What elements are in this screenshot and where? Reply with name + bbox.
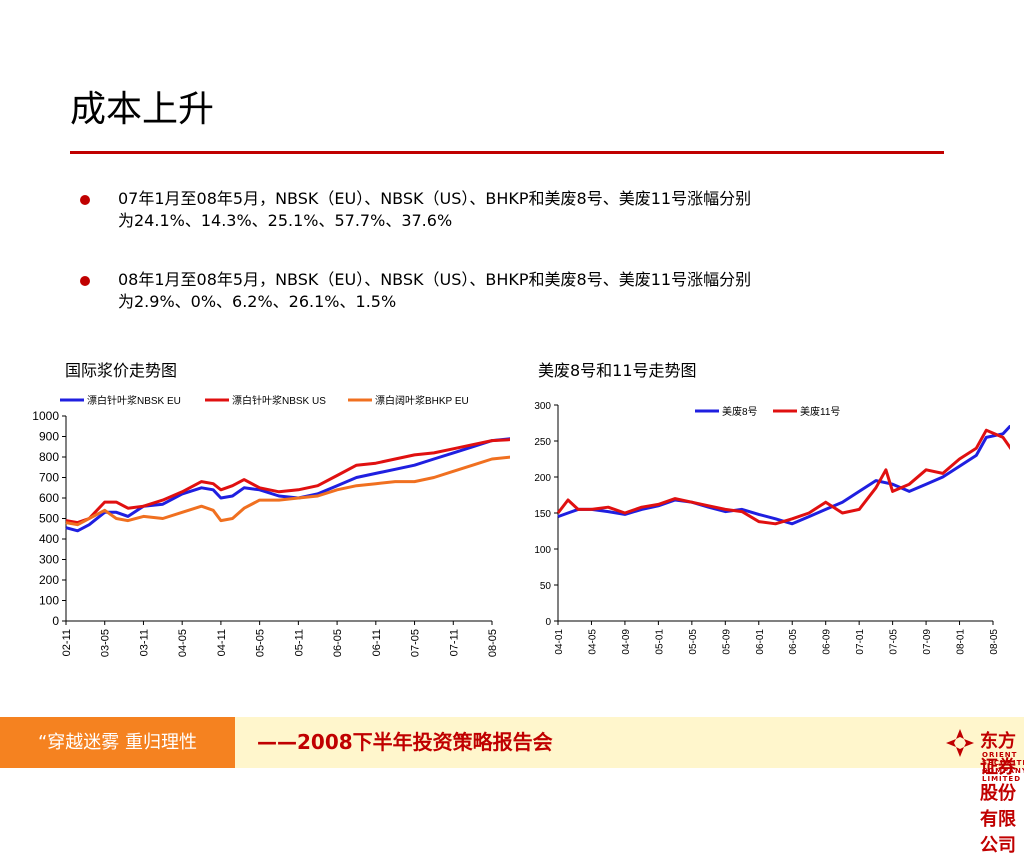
- x-tick-label: 05-09: [721, 629, 732, 655]
- x-tick-label: 07-09: [922, 629, 933, 655]
- y-tick-label: 50: [540, 581, 552, 592]
- x-tick-label: 04-05: [177, 629, 189, 657]
- x-tick-label: 05-05: [688, 629, 699, 655]
- x-tick-label: 08-05: [989, 629, 1000, 655]
- x-tick-label: 08-01: [956, 629, 967, 655]
- bullet-list: 07年1月至08年5月，NBSK（EU）、NBSK（US）、BHKP和美废8号、…: [80, 188, 940, 350]
- x-tick-label: 03-05: [100, 629, 112, 657]
- bullet-dot: [80, 276, 90, 286]
- page-title: 成本上升: [70, 89, 215, 130]
- footer: “穿越迷雾 重归理性 ——2008下半年投资策略报告会 东方证券股份有限公司 O…: [0, 717, 1024, 856]
- x-tick-label: 06-05: [332, 629, 344, 657]
- pulp-price-chart: 0 100 200 300 400 500 600 700 800 900 1000 02-11 03-…: [32, 394, 510, 657]
- x-tick-label: 06-09: [822, 629, 833, 655]
- y-tick-label: 0: [52, 614, 59, 628]
- y-tick-label: 100: [39, 594, 59, 608]
- y-tick-label: 700: [39, 471, 59, 485]
- x-tick-label: 07-05: [410, 629, 422, 657]
- waste-paper-chart: 0 50 100 150 200 250 300 04-01 04-05 04-09 05-01 05…: [534, 401, 1010, 655]
- x-tick-label: 02-11: [61, 629, 73, 656]
- bullet-text-line: 为24.1%、14.3%、25.1%、57.7%、37.6%: [118, 211, 453, 230]
- y-tick-label: 1000: [32, 409, 59, 423]
- y-tick-label: 300: [534, 401, 551, 412]
- x-tick-label: 06-05: [788, 629, 799, 655]
- company-logo-icon: [946, 729, 974, 757]
- y-tick-label: 150: [534, 509, 551, 520]
- bullet-text-line: 为2.9%、0%、6.2%、26.1%、1.5%: [118, 292, 397, 311]
- footer-slogan: “穿越迷雾 重归理性: [0, 717, 235, 768]
- x-tick-label: 04-11: [216, 629, 228, 656]
- bullet-text-line: 08年1月至08年5月，NBSK（EU）、NBSK（US）、BHKP和美废8号、…: [118, 270, 752, 289]
- footer-banner: ——2008下半年投资策略报告会 东方证券股份有限公司 ORIENT SECUR…: [235, 717, 1024, 856]
- legend-label: 漂白针叶浆NBSK US: [232, 394, 326, 407]
- x-tick-label: 06-11: [371, 629, 383, 656]
- y-tick-label: 300: [39, 553, 59, 567]
- bullet-item: 07年1月至08年5月，NBSK（EU）、NBSK（US）、BHKP和美废8号、…: [80, 188, 940, 232]
- series-line: [65, 437, 510, 533]
- y-tick-label: 500: [39, 512, 59, 526]
- x-tick-label: 05-05: [255, 629, 267, 657]
- bullet-dot: [80, 195, 90, 205]
- bullet-item: 08年1月至08年5月，NBSK（EU）、NBSK（US）、BHKP和美废8号、…: [80, 269, 940, 313]
- title-divider: [70, 151, 944, 154]
- x-tick-label: 04-05: [587, 629, 598, 655]
- y-tick-label: 400: [39, 532, 59, 546]
- company-name-en: ORIENT SECURITIES COMPANY LIMITED: [982, 751, 1024, 783]
- y-tick-label: 900: [39, 430, 59, 444]
- y-tick-label: 200: [39, 573, 59, 587]
- y-tick-label: 0: [545, 617, 551, 628]
- series-line: [556, 428, 1010, 526]
- x-tick-label: 07-01: [855, 629, 866, 655]
- y-tick-label: 600: [39, 491, 59, 505]
- bullet-text-line: 07年1月至08年5月，NBSK（EU）、NBSK（US）、BHKP和美废8号、…: [118, 189, 752, 208]
- x-tick-label: 07-05: [889, 629, 900, 655]
- x-tick-label: 04-09: [621, 629, 632, 655]
- x-tick-label: 08-05: [487, 629, 499, 657]
- x-tick-label: 03-11: [138, 629, 150, 656]
- legend-label: 美废8号: [722, 405, 758, 418]
- x-tick-label: 07-11: [448, 629, 460, 656]
- x-tick-label: 06-01: [755, 629, 766, 655]
- left-chart-title: 国际浆价走势图: [65, 361, 178, 380]
- series-line: [65, 438, 510, 525]
- legend-label: 美废11号: [800, 405, 840, 418]
- footer-report-title: ——2008下半年投资策略报告会: [257, 730, 553, 754]
- legend-label: 漂白阔叶浆BHKP EU: [375, 394, 469, 407]
- x-tick-label: 05-01: [654, 629, 665, 655]
- right-chart-title: 美废8号和11号走势图: [538, 361, 697, 380]
- y-tick-label: 800: [39, 450, 59, 464]
- legend-label: 漂白针叶浆NBSK EU: [87, 394, 181, 407]
- x-tick-label: 04-01: [554, 629, 565, 655]
- series-line: [65, 455, 510, 527]
- company-name-cn: 东方证券股份有限公司: [980, 731, 1016, 856]
- y-tick-label: 200: [534, 473, 551, 484]
- x-tick-label: 05-11: [293, 629, 305, 656]
- y-tick-label: 100: [534, 545, 551, 556]
- y-tick-label: 250: [534, 437, 551, 448]
